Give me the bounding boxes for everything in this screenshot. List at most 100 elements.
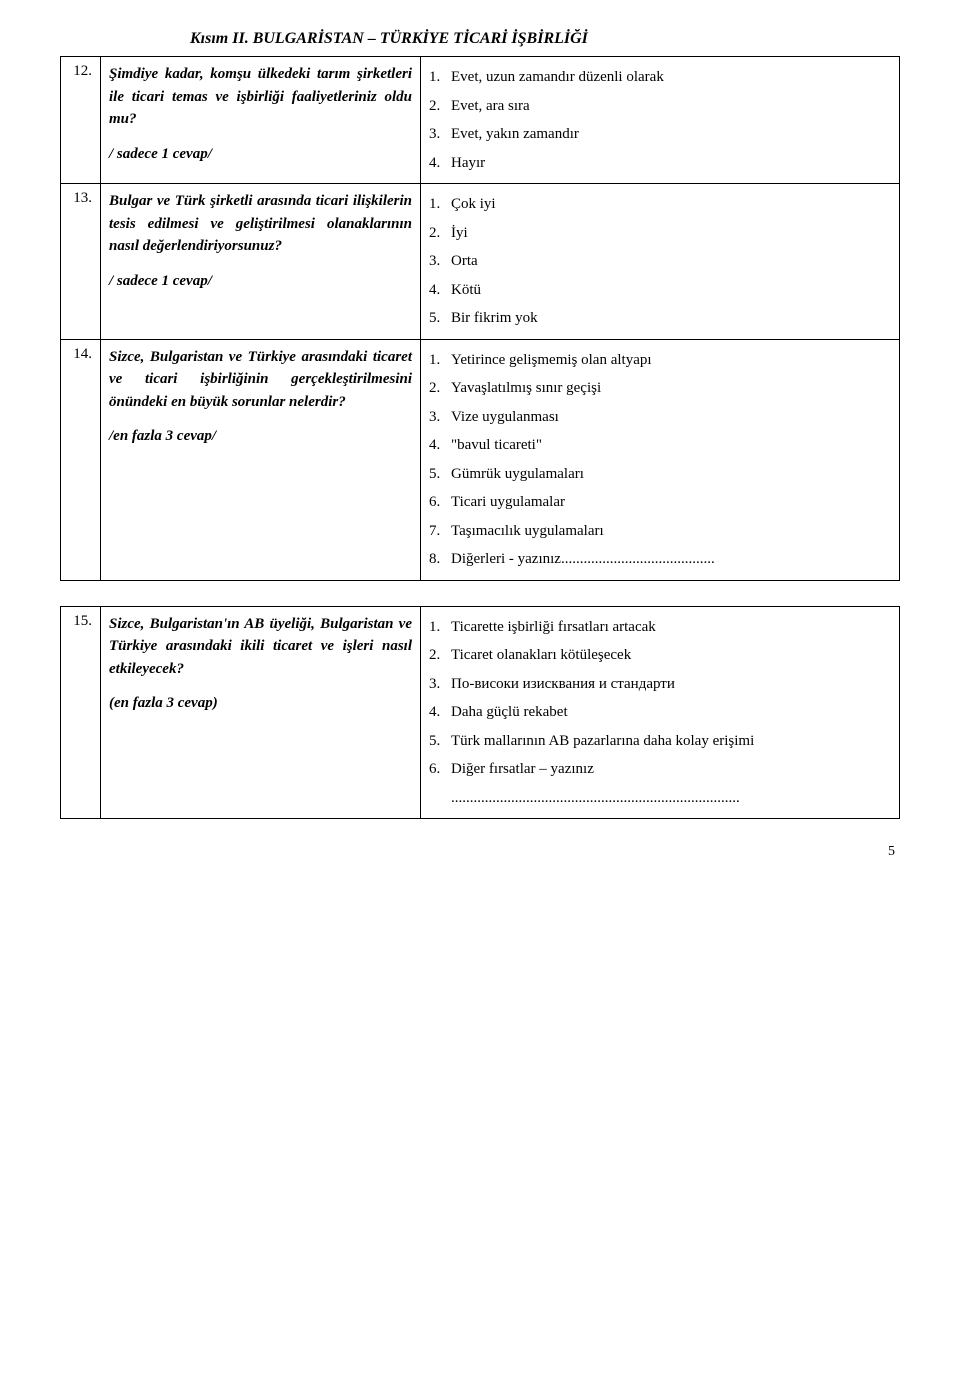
answer-text: Kötü [451, 276, 481, 305]
answer-option: 2.Evet, ara sıra [429, 92, 891, 121]
question-note: / sadece 1 cevap/ [109, 143, 412, 166]
question-text: Bulgar ve Türk şirketli arasında ticari … [109, 193, 412, 254]
question-text-cell: Şimdiye kadar, komşu ülkedeki tarım şirk… [101, 57, 421, 184]
answer-number: 1. [429, 190, 451, 219]
answer-option: 1.Çok iyi [429, 190, 891, 219]
answer-number: 5. [429, 304, 451, 333]
answer-text: ........................................… [451, 784, 740, 813]
answer-option: 4."bavul ticareti" [429, 431, 891, 460]
question-note: (en fazla 3 cevap) [109, 692, 412, 715]
answer-option: 4.Kötü [429, 276, 891, 305]
answer-number [429, 784, 451, 813]
answer-number: 8. [429, 545, 451, 574]
question-text-cell: Bulgar ve Türk şirketli arasında ticari … [101, 184, 421, 340]
answer-text: Ticaret olanakları kötüleşecek [451, 641, 631, 670]
question-text-cell: Sizce, Bulgaristan ve Türkiye arasındaki… [101, 339, 421, 580]
question-text-cell: Sizce, Bulgaristan'ın AB üyeliği, Bulgar… [101, 606, 421, 819]
answer-text: Gümrük uygulamaları [451, 460, 584, 489]
question-note: / sadece 1 cevap/ [109, 270, 412, 293]
answer-number: 4. [429, 431, 451, 460]
answer-text: Evet, yakın zamandır [451, 120, 579, 149]
question-text: Sizce, Bulgaristan'ın AB üyeliği, Bulgar… [109, 616, 412, 677]
question-number: 14. [61, 339, 101, 580]
answer-option: 1.Ticarette işbirliği fırsatları artacak [429, 613, 891, 642]
answer-number: 2. [429, 641, 451, 670]
section-title: Kısım II. BULGARİSTAN – TÜRKİYE TİCARİ İ… [190, 30, 900, 48]
answer-text: Yavaşlatılmış sınır geçişi [451, 374, 601, 403]
answer-option: 3.Vize uygulanması [429, 403, 891, 432]
question-row: 13.Bulgar ve Türk şirketli arasında tica… [61, 184, 900, 340]
answer-number: 5. [429, 460, 451, 489]
answer-number: 2. [429, 374, 451, 403]
question-number: 12. [61, 57, 101, 184]
answer-text: Çok iyi [451, 190, 496, 219]
answer-number: 2. [429, 219, 451, 248]
answer-number: 3. [429, 247, 451, 276]
answer-option: 7.Taşımacılık uygulamaları [429, 517, 891, 546]
answer-option: 2.Yavaşlatılmış sınır geçişi [429, 374, 891, 403]
answer-number: 2. [429, 92, 451, 121]
answer-number: 3. [429, 120, 451, 149]
answer-text: Daha güçlü rekabet [451, 698, 568, 727]
answer-option: 6.Ticari uygulamalar [429, 488, 891, 517]
answer-number: 3. [429, 403, 451, 432]
answer-text: Türk mallarının AB pazarlarına daha kola… [451, 727, 754, 756]
question-row: 14.Sizce, Bulgaristan ve Türkiye arasınd… [61, 339, 900, 580]
answer-number: 7. [429, 517, 451, 546]
answer-text: Diğer fırsatlar – yazınız [451, 755, 594, 784]
answer-text: Bir fikrim yok [451, 304, 538, 333]
answer-number: 5. [429, 727, 451, 756]
answer-option: 5.Bir fikrim yok [429, 304, 891, 333]
answer-text: Yetirince gelişmemiş olan altyapı [451, 346, 652, 375]
answer-option: 8.Diğerleri - yazınız...................… [429, 545, 891, 574]
answer-text: Diğerleri - yazınız.....................… [451, 545, 715, 574]
answer-number: 4. [429, 149, 451, 178]
answer-number: 1. [429, 63, 451, 92]
answer-option: 1.Evet, uzun zamandır düzenli olarak [429, 63, 891, 92]
answer-number: 6. [429, 488, 451, 517]
answers-cell: 1.Evet, uzun zamandır düzenli olarak2.Ev… [421, 57, 900, 184]
question-row: 15.Sizce, Bulgaristan'ın AB üyeliği, Bul… [61, 606, 900, 819]
answer-option: 5.Türk mallarının AB pazarlarına daha ko… [429, 727, 891, 756]
survey-table-2: 15.Sizce, Bulgaristan'ın AB üyeliği, Bul… [60, 606, 900, 820]
answers-cell: 1.Çok iyi2.İyi3.Orta4.Kötü5.Bir fikrim y… [421, 184, 900, 340]
answer-option: 3.Orta [429, 247, 891, 276]
answer-option: 3.Evet, yakın zamandır [429, 120, 891, 149]
answer-option: 4.Hayır [429, 149, 891, 178]
answer-option: 4.Daha güçlü rekabet [429, 698, 891, 727]
answer-text: По-високи изисквания и стандарти [451, 670, 675, 699]
question-number: 15. [61, 606, 101, 819]
answer-text: Evet, ara sıra [451, 92, 530, 121]
page-number: 5 [60, 844, 900, 860]
answer-text: Ticari uygulamalar [451, 488, 565, 517]
answer-text: Hayır [451, 149, 485, 178]
question-row: 12.Şimdiye kadar, komşu ülkedeki tarım ş… [61, 57, 900, 184]
answer-number: 1. [429, 613, 451, 642]
answer-number: 6. [429, 755, 451, 784]
answer-number: 1. [429, 346, 451, 375]
answer-option: 1.Yetirince gelişmemiş olan altyapı [429, 346, 891, 375]
answer-text: "bavul ticareti" [451, 431, 542, 460]
answer-option: 2.İyi [429, 219, 891, 248]
answers-cell: 1.Ticarette işbirliği fırsatları artacak… [421, 606, 900, 819]
answer-text: İyi [451, 219, 468, 248]
answer-text: Evet, uzun zamandır düzenli olarak [451, 63, 664, 92]
answer-text: Orta [451, 247, 478, 276]
answer-option: 2.Ticaret olanakları kötüleşecek [429, 641, 891, 670]
answer-option: ........................................… [429, 784, 891, 813]
question-note: /en fazla 3 cevap/ [109, 425, 412, 448]
question-number: 13. [61, 184, 101, 340]
answer-text: Taşımacılık uygulamaları [451, 517, 604, 546]
answer-number: 3. [429, 670, 451, 699]
answer-option: 5.Gümrük uygulamaları [429, 460, 891, 489]
answer-text: Vize uygulanması [451, 403, 559, 432]
answers-cell: 1.Yetirince gelişmemiş olan altyapı2.Yav… [421, 339, 900, 580]
answer-number: 4. [429, 276, 451, 305]
question-text: Sizce, Bulgaristan ve Türkiye arasındaki… [109, 349, 412, 410]
answer-number: 4. [429, 698, 451, 727]
answer-option: 6.Diğer fırsatlar – yazınız [429, 755, 891, 784]
answer-option: 3.По-високи изисквания и стандарти [429, 670, 891, 699]
survey-table-1: 12.Şimdiye kadar, komşu ülkedeki tarım ş… [60, 56, 900, 581]
question-text: Şimdiye kadar, komşu ülkedeki tarım şirk… [109, 66, 412, 127]
answer-text: Ticarette işbirliği fırsatları artacak [451, 613, 656, 642]
